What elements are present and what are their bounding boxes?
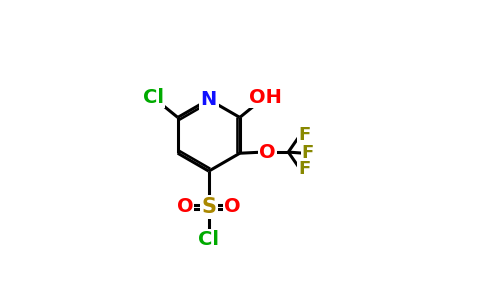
Text: O: O xyxy=(259,142,276,162)
Text: F: F xyxy=(302,144,314,162)
Text: F: F xyxy=(298,160,311,178)
Text: Cl: Cl xyxy=(198,230,219,249)
Text: OH: OH xyxy=(249,88,282,107)
Text: F: F xyxy=(298,126,311,144)
Text: O: O xyxy=(177,197,193,216)
Text: S: S xyxy=(201,197,216,217)
Text: Cl: Cl xyxy=(143,88,164,107)
Text: O: O xyxy=(224,197,241,216)
Text: N: N xyxy=(201,90,217,109)
